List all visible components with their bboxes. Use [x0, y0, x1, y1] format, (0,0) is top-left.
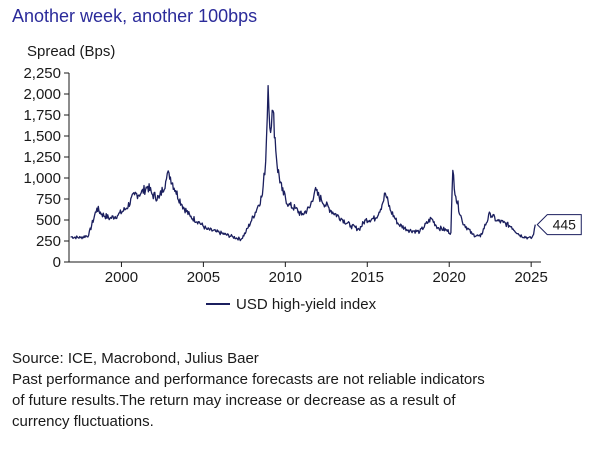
footer: Source: ICE, Macrobond, Julius Baer Past… — [12, 348, 596, 432]
y-tick-label: 1,500 — [23, 128, 61, 145]
y-axis-title: Spread (Bps) — [27, 43, 115, 60]
y-tick-label: 1,000 — [23, 170, 61, 187]
source-note: Source: ICE, Macrobond, Julius Baer — [12, 350, 259, 367]
x-tick-label: 2015 — [351, 269, 384, 286]
y-tick-label: 750 — [36, 191, 61, 208]
disclaimer-line: currency fluctuations. — [12, 413, 154, 430]
y-tick-label: 1,750 — [23, 107, 61, 124]
page-title: Another week, another 100bps — [12, 6, 258, 26]
x-tick-label: 2005 — [187, 269, 220, 286]
x-tick-label: 2020 — [433, 269, 466, 286]
x-tick-label: 2000 — [105, 269, 138, 286]
y-axis: 0 250 500 750 1,000 1,250 1,500 1,750 2,000 2,250 — [23, 65, 70, 271]
line-chart: Spread (Bps) 0 250 500 750 1,000 1,250 1,500 1,… — [23, 43, 582, 313]
y-tick-label: 1,250 — [23, 149, 61, 166]
x-tick-label: 2010 — [269, 269, 302, 286]
disclaimer-line: Past performance and performance forecas… — [12, 371, 485, 388]
legend: USD high-yield index — [206, 296, 377, 313]
x-axis: 2000 2005 2010 2015 2020 2025 — [69, 261, 548, 286]
value-callout-label: 445 — [553, 217, 577, 233]
disclaimer-line: of future results.The return may increas… — [12, 392, 456, 409]
y-tick-label: 2,000 — [23, 86, 61, 103]
series-line-usd-high-yield-index — [70, 84, 536, 242]
legend-label: USD high-yield index — [236, 296, 377, 313]
series-layer — [70, 84, 536, 242]
value-callout-box — [536, 214, 582, 236]
y-tick-label: 250 — [36, 233, 61, 250]
x-tick-label: 2025 — [514, 269, 547, 286]
y-tick-label: 0 — [53, 254, 61, 271]
y-tick-label: 2,250 — [23, 65, 61, 82]
y-tick-label: 500 — [36, 212, 61, 229]
value-callout: 445 — [536, 214, 582, 236]
